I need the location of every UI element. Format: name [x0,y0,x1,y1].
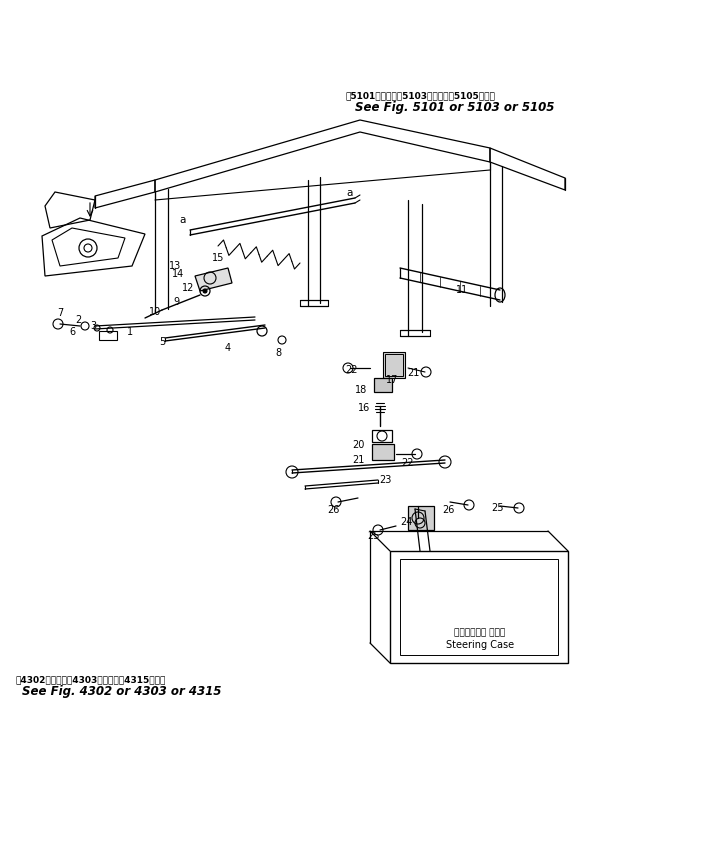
Bar [374,378,392,392]
Text: 24: 24 [400,517,412,527]
Text: 15: 15 [212,253,224,263]
Text: 26: 26 [442,505,454,515]
Text: 22: 22 [402,458,414,468]
Text: a: a [180,215,186,225]
Text: 25: 25 [367,531,379,541]
Text: See Fig. 5101 or 5103 or 5105: See Fig. 5101 or 5103 or 5105 [355,102,554,114]
Text: 4: 4 [225,343,231,353]
Bar [400,559,558,655]
Text: 22: 22 [345,365,358,375]
Text: 10: 10 [149,307,161,317]
Text: 7: 7 [57,308,63,318]
Text: 20: 20 [352,440,365,450]
Text: 8: 8 [275,348,281,358]
Circle shape [203,289,207,293]
Text: 3: 3 [90,321,96,331]
Text: 21: 21 [407,368,419,378]
Bar [390,551,568,663]
Text: 18: 18 [355,385,367,395]
Bar [385,354,403,376]
Text: 25: 25 [491,503,503,513]
Text: Steering Case: Steering Case [446,640,514,650]
Text: See Fig. 4302 or 4303 or 4315: See Fig. 4302 or 4303 or 4315 [22,685,222,699]
Text: 23: 23 [379,475,391,485]
Bar [383,352,405,378]
Text: 17: 17 [386,375,398,385]
Text: 21: 21 [352,455,365,465]
Text: 第5101図または第5103図または第5105図参照: 第5101図または第5103図または第5105図参照 [345,92,495,101]
Text: 6: 6 [69,327,75,337]
Text: 26: 26 [327,505,339,515]
Bar [408,506,434,530]
Bar [99,331,117,340]
Text: 5: 5 [159,337,165,347]
Text: 1: 1 [127,327,133,337]
Bar [372,430,392,442]
Text: a: a [347,188,353,198]
Text: 第4302図または第4303図または第4315図参照: 第4302図または第4303図または第4315図参照 [16,676,166,684]
Bar [372,444,394,460]
Text: 14: 14 [172,269,184,279]
Polygon shape [195,268,232,291]
Text: 9: 9 [173,297,179,307]
Text: 11: 11 [456,285,468,295]
Text: 16: 16 [358,403,370,413]
Text: ステアリング ケース: ステアリング ケース [454,628,505,638]
Text: 13: 13 [169,261,181,271]
Text: 2: 2 [75,315,81,325]
Text: 12: 12 [182,283,194,293]
